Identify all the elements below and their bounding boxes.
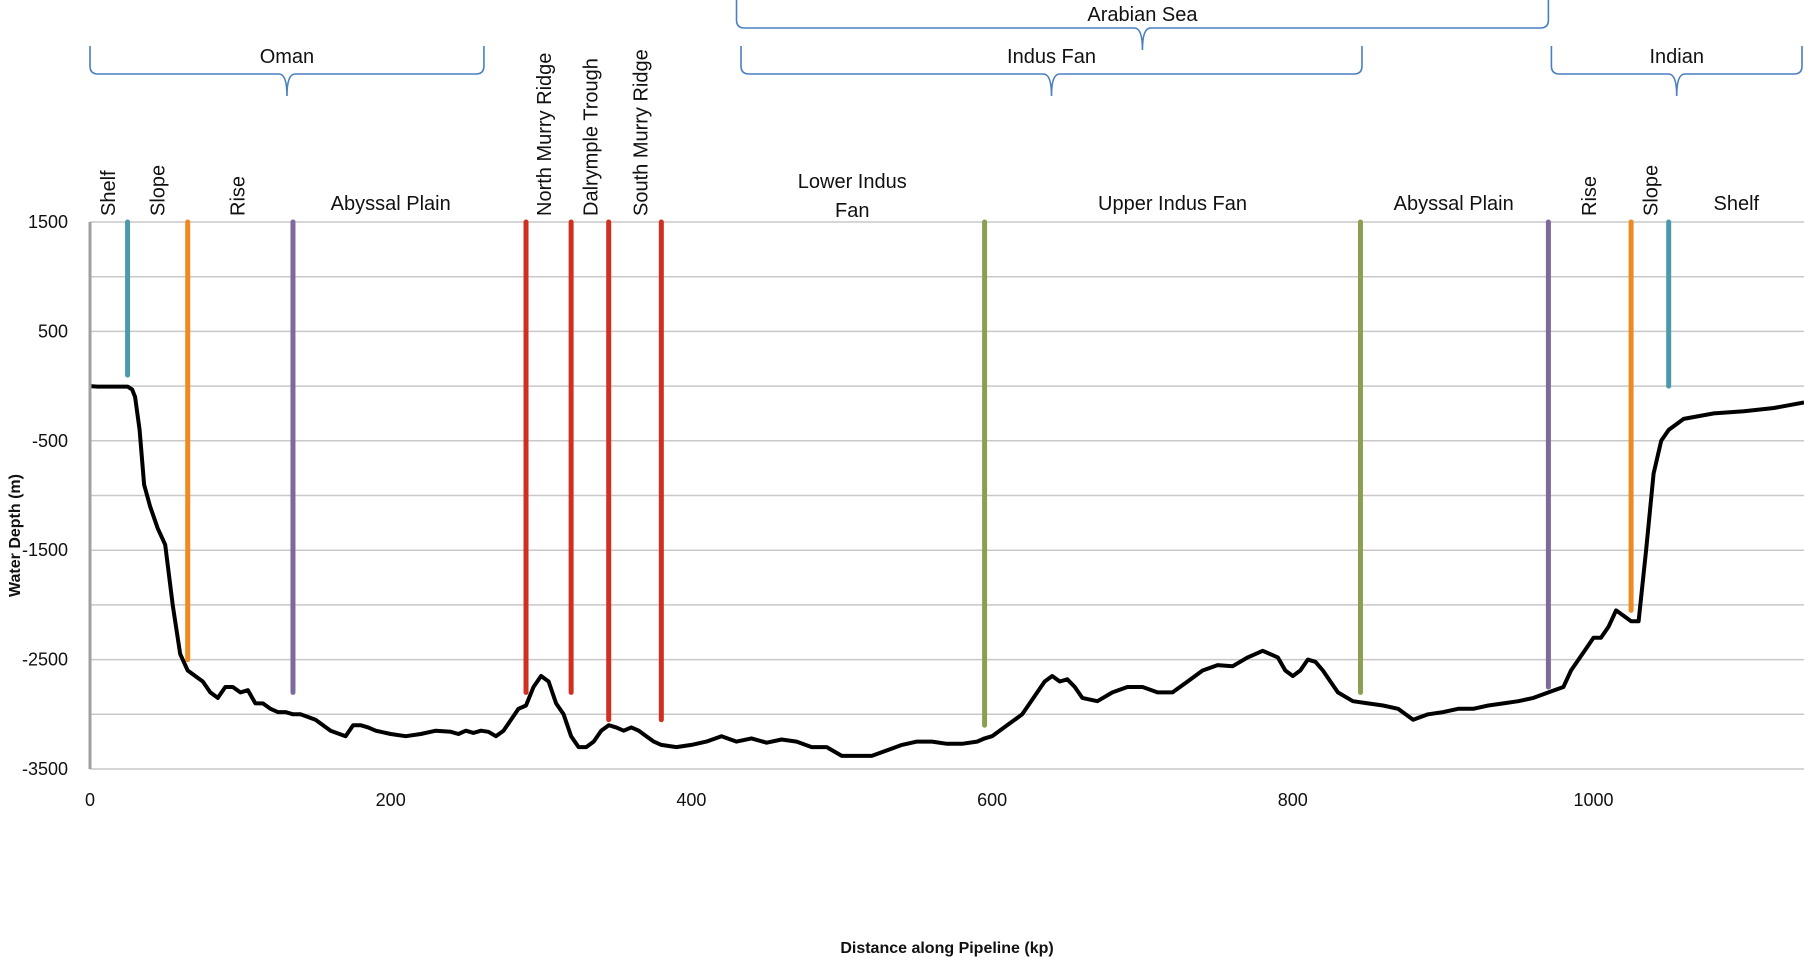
seabed-profile-line [89, 384, 1804, 758]
grid-lines [90, 221, 1804, 770]
x-tick-label: 1000 [1573, 790, 1613, 810]
y-tick-label: -3500 [22, 759, 68, 779]
y-tick-label: -1500 [22, 540, 68, 560]
zone-label: North Murry Ridge [534, 53, 556, 216]
x-tick-label: 200 [376, 790, 406, 810]
y-tick-label: -500 [32, 431, 68, 451]
zone-label: Rise [227, 176, 249, 216]
region-brace [1550, 46, 1803, 97]
region-label: Indus Fan [1007, 46, 1096, 68]
x-tick-label: 800 [1278, 790, 1308, 810]
zone-label: Upper Indus Fan [1098, 193, 1247, 215]
y-tick-label: 1500 [28, 212, 68, 232]
region-label: Arabian Sea [1087, 4, 1198, 26]
zone-label: Abyssal Plain [331, 193, 451, 215]
zone-label: Abyssal Plain [1394, 193, 1514, 215]
zone-label: Shelf [98, 170, 120, 216]
y-tick-labels: 1500 500 -500 -1500 -2500 -3500 [22, 212, 68, 779]
region-brace [89, 46, 485, 97]
zone-label-line2: Fan [835, 200, 869, 222]
region-label: Oman [260, 46, 314, 68]
region-label: Indian [1649, 46, 1704, 68]
y-tick-label: -2500 [22, 650, 68, 670]
zone-label: Slope [1641, 165, 1663, 216]
zone-label: Shelf [1714, 193, 1760, 215]
zone-label: South Murry Ridge [630, 49, 652, 216]
x-tick-labels: 0 200 400 600 800 1000 [85, 790, 1614, 810]
region-brace [735, 0, 1550, 51]
x-tick-label: 400 [676, 790, 706, 810]
zone-label: Lower Indus [798, 171, 907, 193]
y-axis-title: Water Depth (m) [7, 474, 24, 597]
zone-label: Slope [148, 165, 170, 216]
x-tick-label: 0 [85, 790, 95, 810]
y-tick-label: 500 [38, 321, 68, 341]
region-braces: Oman Indus Fan Indian Arabian Sea [89, 0, 1803, 97]
zone-labels: Shelf Slope Rise Abyssal Plain North Murry R… [98, 49, 1760, 222]
x-tick-label: 600 [977, 790, 1007, 810]
region-brace [740, 46, 1363, 97]
zone-label: Dalrymple Trough [581, 58, 603, 216]
x-axis-title: Distance along Pipeline (kp) [840, 940, 1053, 957]
zone-markers [125, 219, 1672, 728]
zone-label: Rise [1579, 176, 1601, 216]
